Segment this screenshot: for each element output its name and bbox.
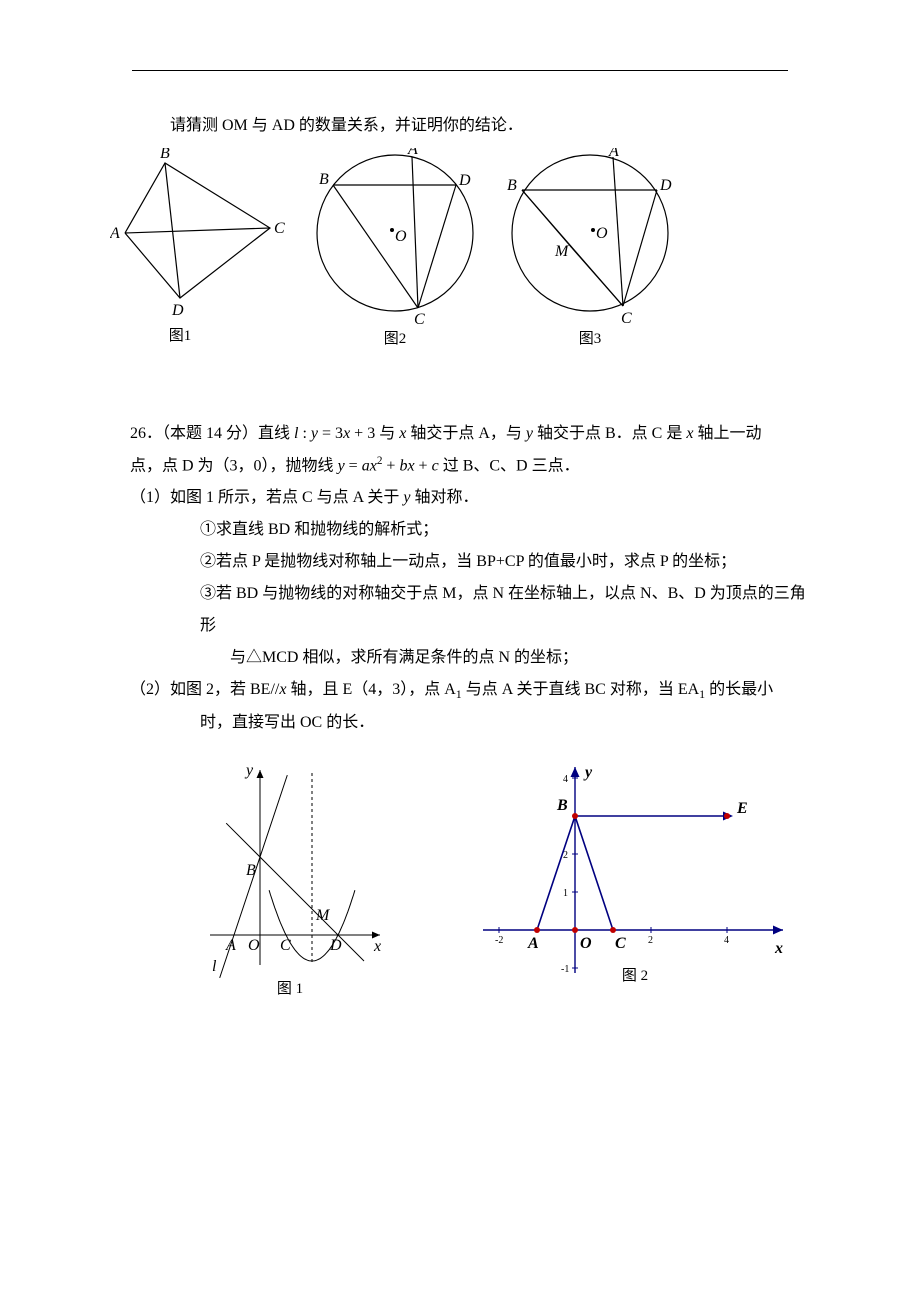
fig1-label-D: D: [171, 302, 184, 319]
figure-row-1: A B C D 图1 A B C D O 图2: [110, 148, 810, 358]
fig3-caption: 图3: [579, 330, 602, 347]
intro-line: 请猜测 OM 与 AD 的数量关系，并证明你的结论．: [170, 110, 810, 142]
fig3-label-C: C: [621, 310, 632, 327]
fig2-label-C: C: [414, 311, 425, 328]
svg-text:E: E: [736, 800, 748, 817]
fig2-label-A: A: [407, 148, 418, 158]
svg-text:图 1: 图 1: [277, 980, 303, 997]
fig3-label-M: M: [554, 243, 570, 260]
q26-header-prefix: 26．（本题 14 分）直线: [130, 425, 290, 442]
svg-text:y: y: [583, 764, 593, 781]
fig3-group: A B C D O M 图3: [507, 148, 672, 347]
fig3-label-A: A: [608, 148, 619, 160]
fig1-label-A: A: [110, 225, 120, 242]
svg-text:4: 4: [563, 774, 568, 785]
svg-text:x: x: [774, 940, 783, 957]
svg-text:A: A: [527, 935, 539, 952]
fig2-caption: 图2: [384, 330, 407, 347]
fig1-group: A B C D 图1: [110, 148, 285, 344]
fig3-label-B: B: [507, 177, 517, 194]
page-top-rule: [132, 70, 788, 71]
svg-text:4: 4: [724, 935, 729, 946]
svg-text:-2: -2: [495, 935, 503, 946]
fig2-label-O: O: [395, 228, 407, 245]
svg-text:C: C: [615, 935, 626, 952]
svg-text:l: l: [212, 958, 217, 975]
fig2-group: A B C D O 图2: [317, 148, 473, 347]
q26-fig1: x y A O B C D M l 图 1: [210, 762, 381, 997]
q26-part2-line1: （2）如图 2，若 BE//x 轴，且 E（4，3），点 A1 与点 A 关于直…: [130, 674, 810, 706]
svg-text:A: A: [225, 937, 236, 954]
q26-part1: （1）如图 1 所示，若点 C 与点 A 关于 y 轴对称．: [130, 482, 810, 514]
svg-text:B: B: [556, 797, 568, 814]
question-26: 26．（本题 14 分）直线 l : y = 3x + 3 与 x 轴交于点 A…: [130, 418, 810, 1045]
q26-c3a: ③若 BD 与抛物线的对称轴交于点 M，点 N 在坐标轴上，以点 N、B、D 为…: [130, 578, 810, 642]
q26-part2-line2: 时，直接写出 OC 的长．: [130, 707, 810, 739]
q26-c3b: 与△MCD 相似，求所有满足条件的点 N 的坐标；: [130, 642, 810, 674]
fig2-label-D: D: [458, 172, 471, 189]
q26-c1: ①求直线 BD 和抛物线的解析式；: [130, 514, 810, 546]
svg-text:-1: -1: [561, 964, 569, 975]
svg-text:2: 2: [648, 935, 653, 946]
q26-header-line1: 26．（本题 14 分）直线 l : y = 3x + 3 与 x 轴交于点 A…: [130, 418, 810, 450]
svg-text:O: O: [580, 935, 592, 952]
fig1-label-B: B: [160, 148, 170, 162]
svg-text:D: D: [329, 937, 342, 954]
q26-fig2: -2 2 4 1 2 4 -1 A O: [483, 764, 783, 984]
q26-header-line2: 点，点 D 为（3，0），抛物线 y = ax2 + bx + c 过 B、C、…: [130, 450, 810, 482]
svg-text:M: M: [315, 907, 331, 924]
fig3-label-O: O: [596, 225, 608, 242]
svg-text:C: C: [280, 937, 291, 954]
fig3-label-D: D: [659, 177, 672, 194]
svg-text:x: x: [373, 938, 381, 955]
svg-text:B: B: [246, 862, 256, 879]
q26-c2: ②若点 P 是抛物线对称轴上一动点，当 BP+CP 的值最小时，求点 P 的坐标…: [130, 546, 810, 578]
svg-text:图 2: 图 2: [622, 967, 648, 984]
q26-figures: x y A O B C D M l 图 1: [190, 755, 870, 1045]
fig1-label-C: C: [274, 220, 285, 237]
fig2-label-B: B: [319, 171, 329, 188]
svg-text:y: y: [244, 762, 254, 779]
svg-text:1: 1: [563, 888, 568, 899]
svg-text:O: O: [248, 937, 260, 954]
fig1-caption: 图1: [169, 327, 192, 344]
